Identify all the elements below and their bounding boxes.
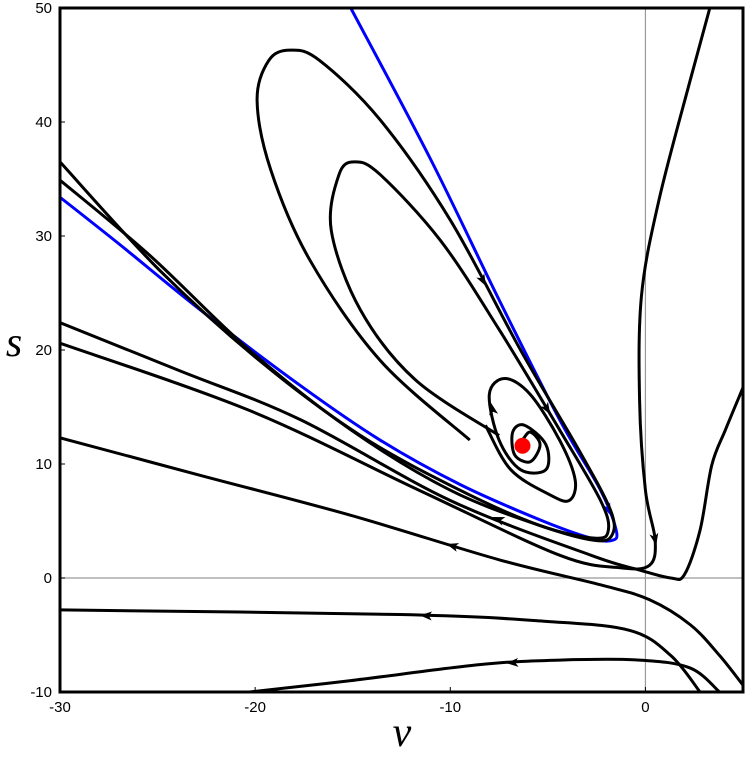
plot-area [60,8,743,692]
trajectory [60,160,611,540]
trajectory [60,8,712,571]
trajectory [60,321,743,582]
trajectory [60,48,616,543]
plot-frame [58,6,745,694]
direction-arrow [476,273,486,287]
x-tick-label: -30 [49,699,71,716]
y-tick-label: -10 [30,684,52,701]
x-tick-label: -20 [244,699,266,716]
direction-arrow [492,516,506,526]
y-tick-label: 20 [35,342,52,359]
x-tick-label: -10 [439,699,461,716]
trajectory [484,377,578,503]
y-tick-label: 30 [35,228,52,245]
trajectory [60,608,702,692]
direction-arrow [649,532,659,546]
direction-arrow [506,657,519,667]
direction-arrow [446,543,460,552]
trajectory [249,657,721,692]
trajectory [60,436,743,687]
x-tick-label: 0 [641,699,649,716]
y-tick-label: 10 [35,456,52,473]
direction-arrow [540,401,551,415]
y-tick-label: 40 [35,114,52,131]
y-axis-label: s [6,320,22,366]
fixed-point [514,437,531,454]
direction-arrow [489,402,499,416]
y-tick-label: 0 [44,570,52,587]
y-tick-label: 50 [35,0,52,17]
direction-arrow [419,611,433,621]
x-axis-label: v [393,710,412,756]
